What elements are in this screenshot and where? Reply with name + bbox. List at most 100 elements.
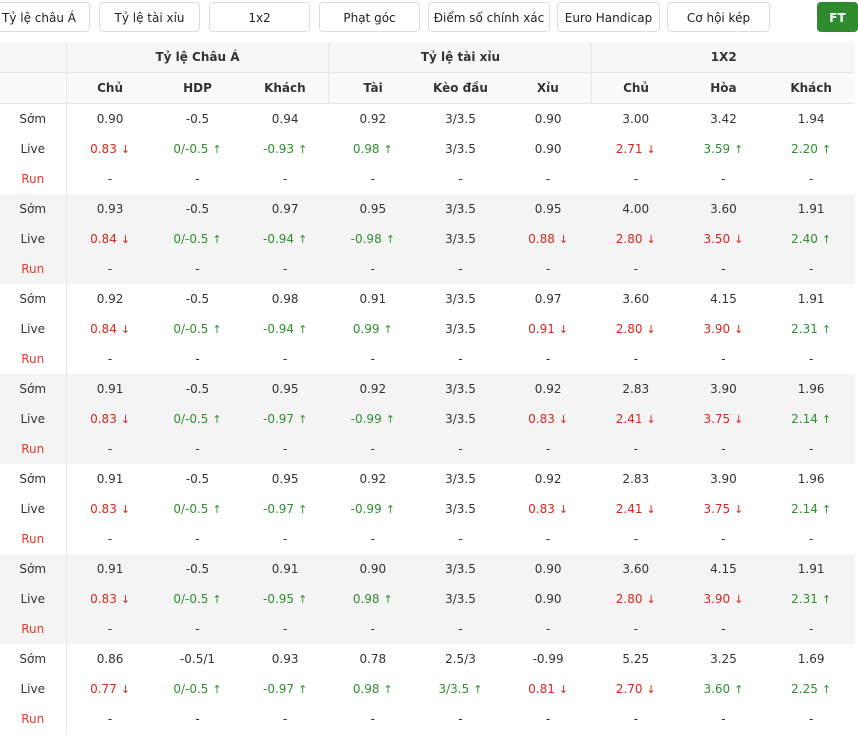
odds-value: 3/3.5 bbox=[445, 412, 476, 426]
odds-cell: - bbox=[328, 614, 417, 644]
odds-cell: 0.99 ↑ bbox=[329, 314, 417, 344]
odds-cell: 2.80 ↓ bbox=[592, 314, 680, 344]
odds-value: - bbox=[545, 172, 551, 186]
odds-value: 0.91 bbox=[271, 562, 299, 576]
trend-arrow: ↓ bbox=[734, 503, 744, 516]
odds-value: -0.97 bbox=[263, 412, 295, 426]
odds-row: Run - - - - - - - - - bbox=[0, 434, 855, 464]
odds-cell: - bbox=[767, 434, 855, 464]
odds-value: 0.94 bbox=[271, 112, 299, 126]
odds-value: 2.14 bbox=[791, 502, 818, 516]
tab-button[interactable]: Cơ hội kép bbox=[667, 2, 770, 32]
odds-cell: 0.91 bbox=[241, 554, 329, 584]
odds-value: - bbox=[721, 712, 726, 726]
odds-value: 1.91 bbox=[797, 292, 825, 306]
tab-button[interactable]: FT bbox=[817, 2, 858, 32]
trend-arrow: ↓ bbox=[120, 323, 131, 336]
odds-cell: - bbox=[329, 524, 417, 554]
odds-value: 1.91 bbox=[797, 562, 825, 576]
odds-value: 0.91 bbox=[96, 382, 124, 396]
odds-row: Run - - - - - - - - - bbox=[0, 524, 855, 554]
odds-value: 0.91 bbox=[528, 322, 555, 336]
odds-cell: 0.77 ↓ bbox=[66, 674, 154, 704]
odds-cell: 3.90 ↓ bbox=[680, 314, 768, 344]
odds-value: - bbox=[721, 532, 726, 546]
odds-value: - bbox=[808, 172, 814, 186]
row-label: Live bbox=[0, 404, 67, 434]
row-label: Sớm bbox=[0, 464, 67, 494]
odds-value: 2.80 bbox=[615, 232, 643, 246]
odds-value: 3.00 bbox=[622, 112, 650, 126]
odds-value: 3.60 bbox=[710, 202, 737, 216]
trend-arrow: ↑ bbox=[212, 413, 222, 426]
odds-cell: 1.96 bbox=[767, 374, 855, 404]
odds-value: 0.99 bbox=[352, 322, 380, 336]
odds-value: 0.98 bbox=[352, 682, 380, 696]
odds-row: Live 0.83 ↓ 0/-0.5 ↑ -0.97 ↑ -0.99 ↑ 3/3.5 0.83 ↓ 2.… bbox=[0, 494, 855, 524]
odds-value: 0.90 bbox=[534, 562, 562, 576]
odds-value: 0.92 bbox=[359, 472, 387, 486]
odds-value: 0.83 bbox=[90, 592, 117, 606]
odds-cell: 0.98 ↑ bbox=[328, 584, 417, 614]
odds-cell: 4.15 bbox=[679, 554, 768, 584]
odds-cell: 1.91 bbox=[767, 194, 855, 224]
odds-cell: 0.86 bbox=[66, 644, 154, 674]
odds-value: 2.31 bbox=[791, 322, 818, 336]
row-label: Live bbox=[0, 134, 67, 164]
odds-row: Run - - - - - - - - - bbox=[0, 704, 855, 734]
odds-cell: - bbox=[592, 524, 680, 554]
odds-value: - bbox=[808, 352, 814, 366]
odds-value: -0.5/1 bbox=[179, 652, 216, 666]
odds-value: 0.83 bbox=[528, 502, 555, 516]
odds-value: - bbox=[370, 172, 375, 186]
odds-value: 2.80 bbox=[615, 322, 643, 336]
odds-value: - bbox=[107, 352, 113, 366]
tab-button[interactable]: Tỷ lệ châu Á bbox=[0, 2, 90, 32]
odds-value: 0.90 bbox=[534, 142, 562, 156]
column-header: HDP bbox=[153, 72, 242, 104]
tab-button[interactable]: Phạt góc bbox=[319, 2, 420, 32]
odds-row: Sớm 0.90 -0.5 0.94 0.92 3/3.5 0.90 3.00 3.42 1.94 bbox=[0, 103, 855, 134]
row-label: Live bbox=[0, 584, 67, 614]
tab-button[interactable]: Điểm số chính xác bbox=[428, 2, 550, 32]
odds-value: 0.90 bbox=[359, 562, 387, 576]
odds-cell: -0.5 bbox=[154, 284, 242, 314]
group-header: Tỷ lệ tài xỉu bbox=[328, 42, 592, 73]
odds-value: - bbox=[808, 622, 814, 636]
trend-arrow: ↓ bbox=[120, 593, 131, 606]
row-label: Live bbox=[0, 674, 67, 704]
row-label: Run bbox=[0, 614, 67, 644]
odds-value: 0.77 bbox=[90, 682, 117, 696]
tab-button[interactable]: Tỷ lệ tài xỉu bbox=[99, 2, 200, 32]
odds-cell: 0.91 ↓ bbox=[504, 314, 592, 344]
trend-arrow: ↑ bbox=[383, 323, 393, 336]
odds-row: Sớm 0.91 -0.5 0.91 0.90 3/3.5 0.90 3.60 4.15 1.91 bbox=[0, 554, 855, 584]
odds-cell: 0.92 bbox=[66, 284, 154, 314]
odds-cell: 3/3.5 bbox=[416, 374, 505, 404]
odds-cell: - bbox=[66, 434, 154, 464]
odds-cell: -0.97 ↑ bbox=[241, 674, 329, 704]
odds-cell: 2.41 ↓ bbox=[591, 404, 680, 434]
tab-button[interactable]: Euro Handicap bbox=[557, 2, 660, 32]
odds-value: 2.80 bbox=[615, 592, 643, 606]
odds-value: 3/3.5 bbox=[445, 142, 476, 156]
odds-value: -0.93 bbox=[263, 142, 295, 156]
odds-cell: 0.98 bbox=[241, 284, 329, 314]
odds-cell: 0.91 bbox=[66, 554, 154, 584]
odds-value: 0.90 bbox=[534, 592, 562, 606]
odds-cell: - bbox=[592, 344, 680, 374]
odds-value: 0.92 bbox=[359, 382, 387, 396]
row-group: Sớm 0.91 -0.5 0.91 0.90 3/3.5 0.90 3.60 4.15 1.91… bbox=[0, 554, 855, 644]
odds-cell: - bbox=[241, 254, 329, 284]
odds-cell: -0.99 bbox=[504, 644, 592, 674]
odds-value: 0.84 bbox=[90, 322, 117, 336]
odds-cell: 1.91 bbox=[767, 554, 855, 584]
trend-arrow: ↓ bbox=[646, 683, 656, 696]
tab-button[interactable]: 1x2 bbox=[209, 2, 310, 32]
odds-value: -0.94 bbox=[263, 232, 295, 246]
group-header: 1X2 bbox=[591, 42, 855, 73]
odds-cell: -0.94 ↑ bbox=[241, 224, 329, 254]
trend-arrow: ↑ bbox=[298, 323, 308, 336]
odds-cell: 3.90 ↓ bbox=[679, 584, 768, 614]
odds-row: Sớm 0.91 -0.5 0.95 0.92 3/3.5 0.92 2.83 3.90 1.96 bbox=[0, 374, 855, 404]
